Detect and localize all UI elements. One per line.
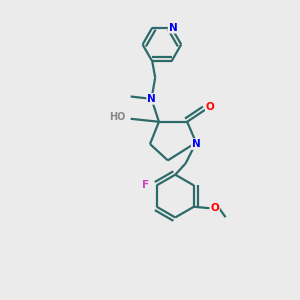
Text: N: N xyxy=(192,139,200,149)
Text: F: F xyxy=(142,180,149,190)
Text: HO: HO xyxy=(109,112,125,122)
Text: O: O xyxy=(206,102,215,112)
Text: O: O xyxy=(210,203,219,213)
Text: N: N xyxy=(147,94,156,104)
Text: N: N xyxy=(169,23,177,33)
